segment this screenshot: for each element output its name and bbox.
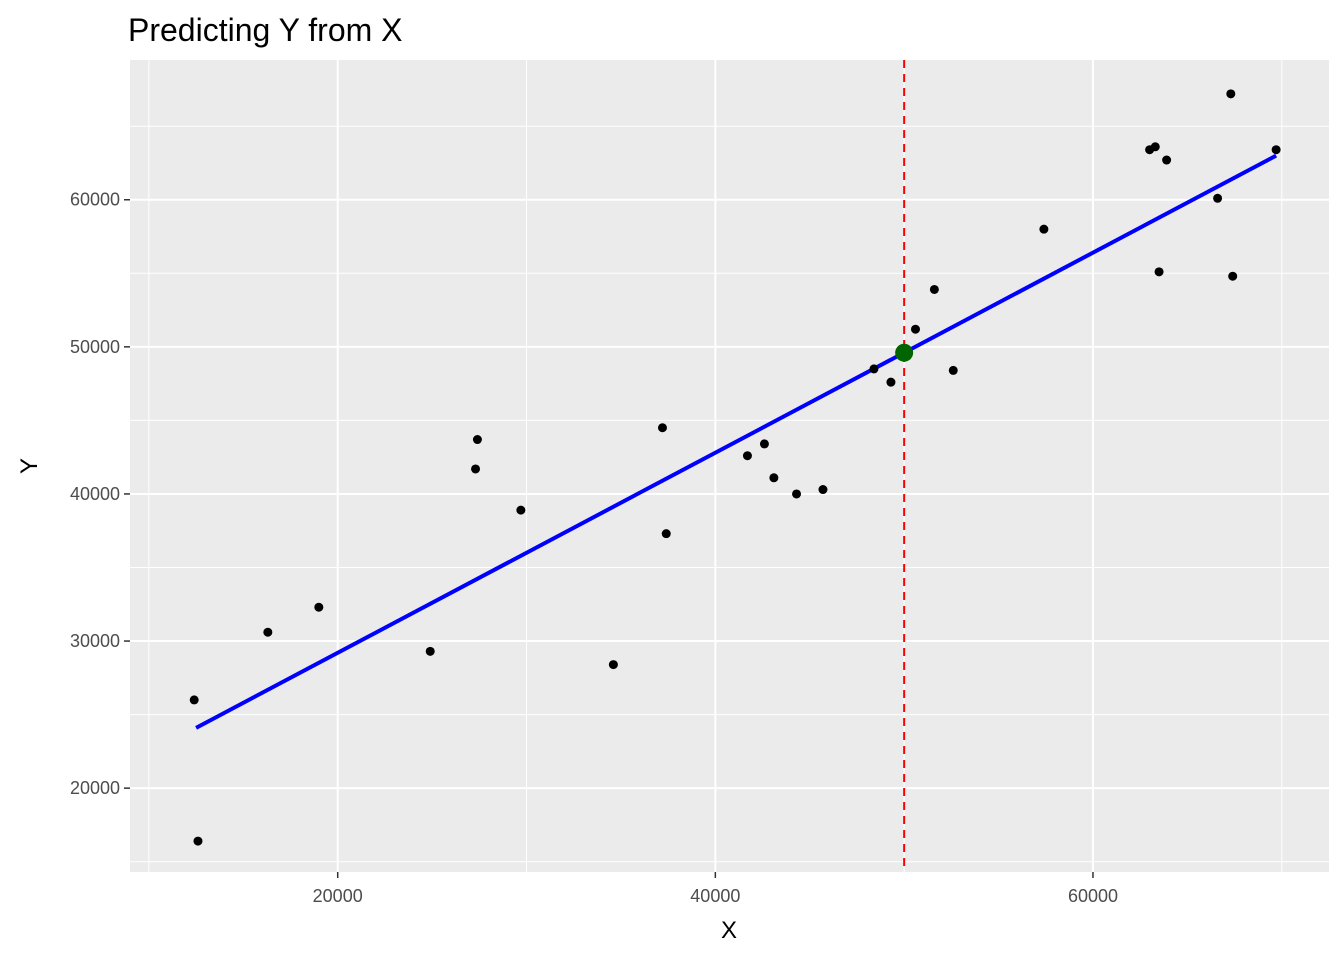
data-point <box>742 451 752 461</box>
data-point <box>948 365 958 375</box>
chart-title: Predicting Y from X <box>128 12 403 48</box>
data-point <box>1154 267 1164 277</box>
data-point <box>910 324 920 334</box>
data-point <box>189 695 199 705</box>
y-tick-label: 40000 <box>70 484 120 504</box>
regression-line <box>195 153 1278 730</box>
x-tick-label: 20000 <box>313 886 363 906</box>
y-tick-label: 50000 <box>70 337 120 357</box>
data-point <box>869 364 879 374</box>
plot-panel <box>130 60 1329 872</box>
data-point <box>661 529 671 539</box>
marks <box>189 60 1281 872</box>
data-point <box>1213 193 1223 203</box>
data-point <box>263 627 273 637</box>
data-point <box>1150 142 1160 152</box>
data-point <box>314 602 324 612</box>
data-point <box>1226 89 1236 99</box>
prediction-point <box>895 343 914 362</box>
data-point <box>657 423 667 433</box>
data-point <box>818 485 828 495</box>
x-axis: 20000 40000 60000 <box>313 872 1118 906</box>
data-point <box>472 435 482 445</box>
data-point <box>929 284 939 294</box>
y-axis-title: Y <box>16 458 43 474</box>
data-point <box>1228 271 1238 281</box>
data-point <box>516 505 526 515</box>
data-point <box>769 473 779 483</box>
x-tick-label: 60000 <box>1068 886 1118 906</box>
y-axis: 20000 30000 40000 50000 60000 <box>70 190 130 798</box>
data-point <box>193 836 203 846</box>
y-tick-label: 20000 <box>70 778 120 798</box>
x-tick-label: 40000 <box>690 886 740 906</box>
data-point <box>1039 224 1049 234</box>
data-point <box>1271 145 1281 155</box>
grid <box>130 60 1329 872</box>
data-point <box>471 464 481 474</box>
data-point <box>425 646 435 656</box>
data-point <box>608 660 618 670</box>
y-tick-label: 30000 <box>70 631 120 651</box>
data-point <box>759 439 769 449</box>
data-point <box>1162 155 1172 165</box>
data-point <box>792 489 802 499</box>
y-tick-label: 60000 <box>70 190 120 210</box>
data-point <box>886 377 896 387</box>
x-axis-title: X <box>721 917 737 944</box>
